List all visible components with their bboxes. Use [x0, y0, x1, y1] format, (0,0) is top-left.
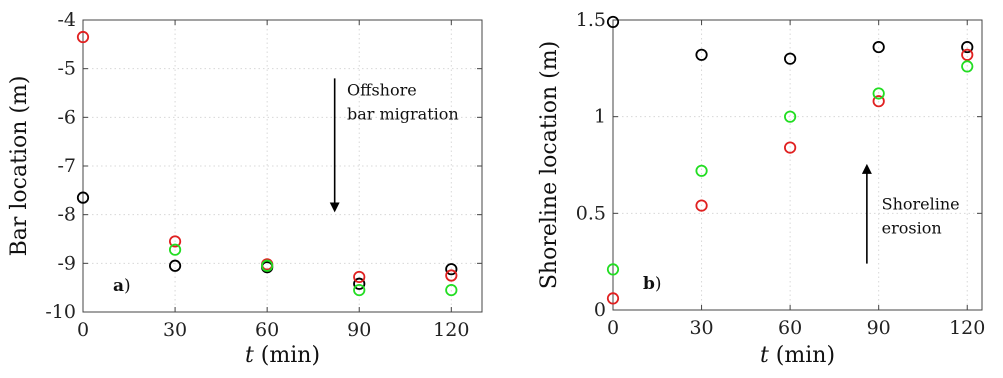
panel-a-annotation-text: Offshore [347, 80, 417, 99]
panel-b-series-1-point [961, 40, 974, 54]
panel-a-y-tick-label: -8 [57, 204, 76, 226]
panel-b-x-tick-label: 120 [949, 317, 985, 339]
panel-b-x-tick-label: 30 [689, 317, 713, 339]
panel-b-chart: 0 30 60 90 120 0 0.5 1 1.5 t (min) Shoreline locat… [537, 9, 985, 368]
panel-a-series-3-point [261, 259, 274, 272]
panel-a-y-tick-label: -7 [57, 155, 76, 177]
panel-a-y-tick-label: -6 [57, 106, 76, 128]
panel-a-x-tick-label: 90 [347, 319, 371, 341]
panel-b-x-tick-label: 60 [778, 317, 802, 339]
panel-b-series-2-point [961, 48, 974, 61]
panel-b-series-2-point [606, 292, 620, 305]
panel-a-x-tick-label: 60 [255, 319, 279, 341]
panel-b-series-3-point [961, 60, 974, 73]
panel-a-series-3-point [353, 283, 366, 297]
panel-b-axes-frame [612, 19, 983, 311]
panel-a-x-axis-label: t (min) [245, 343, 320, 368]
panel-a-series-2-point [168, 235, 182, 248]
panel-b-series-1-point [872, 40, 885, 54]
panel-b-panel-label: b) [643, 274, 662, 294]
panel-b-annotation-text: Shoreline [882, 194, 960, 213]
panel-b-annotation-text: erosion [882, 218, 942, 237]
panel-a-series-3-point [445, 283, 458, 297]
panel-a-panel-label: a) [113, 276, 131, 296]
panel-b-series-1-point [784, 52, 797, 65]
panel-a-series-1-point [353, 277, 366, 290]
panel-a-y-tick-label: -5 [57, 58, 76, 80]
panel-a-series-2-point [76, 30, 90, 44]
panel-a-series-1-point [445, 263, 458, 276]
panel-b-series-1-point [606, 15, 620, 29]
panel-a-x-tick-label: 120 [433, 319, 469, 341]
panel-b-series-2-point [872, 95, 885, 108]
panel-a-series-2-point [445, 269, 458, 282]
panel-b-series-1-point [695, 48, 708, 61]
panel-b-y-tick-label: 1 [594, 106, 606, 128]
panel-a-y-tick-label: -4 [57, 9, 76, 31]
panel-b-y-tick-label: 0 [594, 299, 606, 321]
panel-b-y-axis-label: Shoreline location (m) [537, 41, 562, 289]
panel-a-series-1-point [76, 191, 90, 204]
panel-b-x-tick-label: 0 [607, 317, 619, 339]
panel-a-annotation-text: bar migration [347, 104, 459, 123]
panel-a-x-tick-label: 0 [77, 319, 89, 341]
panel-a-series-1-point [168, 259, 182, 272]
panel-a-y-tick-label: -10 [45, 301, 76, 323]
panel-b-x-tick-label: 90 [867, 317, 891, 339]
panel-b-x-axis-label: t (min) [760, 343, 835, 368]
panel-a-x-tick-label: 30 [163, 319, 187, 341]
panel-a-series-3-point [168, 243, 182, 256]
panel-b-series-3-point [872, 87, 885, 100]
panel-b-series-3-point [606, 263, 620, 276]
panel-b-series-2-point [784, 141, 797, 154]
panel-a-y-tick-label: -9 [57, 252, 76, 274]
panel-b-series-3-point [784, 110, 797, 123]
panel-a-chart: 0 30 60 90 120 -4 -5 -6 -7 -8 -9 -10 t (min) Bar loca… [7, 9, 483, 368]
panel-b-series-3-point [695, 164, 708, 177]
panel-a-series-2-point [353, 270, 366, 284]
panel-b-y-tick-label: 1.5 [576, 9, 606, 31]
panel-b-y-tick-label: 0.5 [576, 202, 606, 224]
panel-b-series-2-point [695, 199, 708, 212]
panel-a-y-axis-label: Bar location (m) [7, 76, 32, 257]
